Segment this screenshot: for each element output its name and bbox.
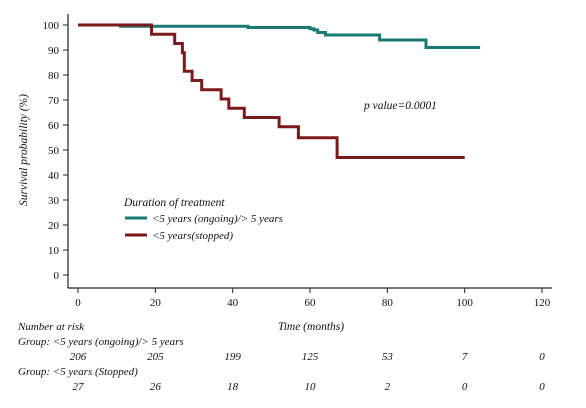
risk-group-label-ongoing: Group: <5 years (ongoing)/> 5 years <box>18 336 184 348</box>
risk-count: 26 <box>149 381 161 393</box>
y-tick-label: 50 <box>48 145 60 157</box>
series-line-ongoing <box>78 23 481 49</box>
x-tick-label: 20 <box>150 297 162 309</box>
x-tick-label: 80 <box>382 297 394 309</box>
risk-count: 0 <box>539 381 545 393</box>
y-tick-label: 20 <box>48 220 60 232</box>
risk-count: 2 <box>384 381 391 393</box>
y-tick-label: 100 <box>43 20 60 32</box>
risk-count: 206 <box>69 351 87 363</box>
chart-legend: Duration of treatment <5 years (ongoing)… <box>123 197 283 242</box>
risk-count: 0 <box>539 351 545 363</box>
legend-label-ongoing: <5 years (ongoing)/> 5 years <box>152 213 283 225</box>
x-tick-label: 0 <box>75 297 81 309</box>
y-tick-label: 40 <box>48 170 60 182</box>
risk-count: 125 <box>301 351 319 363</box>
y-tick-label: 0 <box>54 270 60 282</box>
legend-label-stopped: <5 years(stopped) <box>152 230 233 242</box>
y-tick-label: 60 <box>48 120 60 132</box>
risk-table-title: Number at risk <box>18 321 84 333</box>
risk-count: 53 <box>381 351 393 363</box>
y-tick-label: 90 <box>48 45 60 57</box>
p-value-annotation: p value=0.0001 <box>363 100 437 112</box>
x-axis-title: Time (months) <box>278 321 344 333</box>
chart-axes: 0 10 20 30 40 50 60 70 80 90 100 0 20 40 60 80 100 120 <box>43 14 552 309</box>
risk-count: 10 <box>304 381 316 393</box>
risk-count: 7 <box>461 351 468 363</box>
y-tick-label: 10 <box>48 245 60 257</box>
risk-count: 18 <box>227 381 239 393</box>
risk-count: 205 <box>147 351 164 363</box>
legend-title: Duration of treatment <box>123 197 225 209</box>
risk-count: 0 <box>461 381 468 393</box>
y-axis-title: Survival probability (%) <box>18 94 30 206</box>
x-tick-label: 120 <box>534 297 551 309</box>
risk-count: 27 <box>72 381 84 393</box>
y-tick-label: 30 <box>48 195 60 207</box>
risk-group-label-stopped: Group: <5 years (Stopped) <box>18 366 138 378</box>
risk-count: 199 <box>224 351 241 363</box>
chart-series <box>78 23 481 159</box>
y-tick-label: 70 <box>48 95 60 107</box>
x-tick-label: 40 <box>227 297 239 309</box>
x-tick-label: 100 <box>456 297 473 309</box>
x-tick-label: 60 <box>305 297 317 309</box>
y-tick-label: 80 <box>48 70 60 82</box>
series-line-stopped <box>78 23 465 159</box>
